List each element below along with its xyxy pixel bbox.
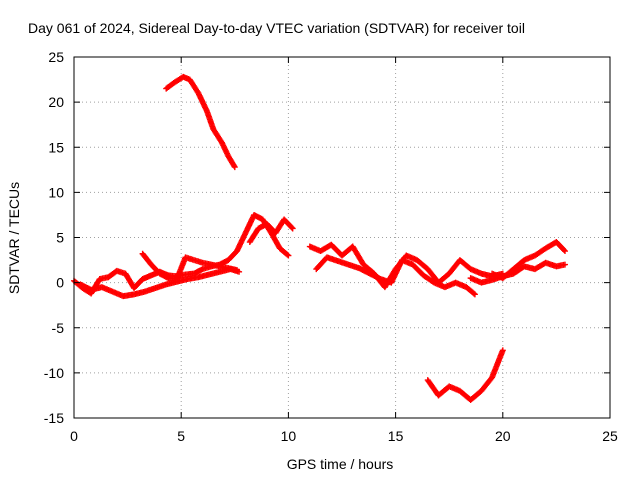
- series-track-h: [424, 347, 506, 403]
- y-tick-label: 5: [56, 230, 64, 246]
- series-track-e: [163, 73, 238, 171]
- series-track-c: [139, 250, 240, 283]
- series-track-j: [467, 259, 568, 286]
- y-tick-label: -5: [52, 320, 65, 336]
- series-track-a: [71, 211, 292, 297]
- x-axis-label: GPS time / hours: [286, 456, 394, 472]
- data-point: [289, 225, 296, 232]
- data-point: [499, 347, 506, 354]
- data-point: [233, 266, 240, 273]
- y-tick-label: 10: [48, 184, 64, 200]
- y-tick-label: -10: [44, 365, 64, 381]
- x-tick-label: 10: [281, 428, 297, 444]
- series-track-b: [77, 266, 243, 300]
- data-point: [285, 252, 292, 259]
- grid-lines: [74, 57, 610, 418]
- data-point: [470, 290, 477, 297]
- x-tick-label: 0: [70, 428, 78, 444]
- axis-ticks: 0 5 10 15 20 25 25 20 15 10 5 0 -5 -10 -15: [44, 49, 618, 444]
- chart-title: Day 061 of 2024, Sidereal Day-to-day VTE…: [28, 20, 525, 36]
- y-tick-label: 0: [56, 275, 64, 291]
- y-tick-label: 25: [48, 49, 64, 65]
- data-points: [71, 73, 568, 403]
- data-point: [561, 248, 568, 255]
- series-track-d: [246, 216, 296, 246]
- data-point: [561, 247, 568, 254]
- data-point: [231, 162, 238, 169]
- x-tick-label: 20: [495, 428, 511, 444]
- data-point: [231, 164, 238, 171]
- y-tick-label: 15: [48, 139, 64, 155]
- x-tick-label: 25: [602, 428, 618, 444]
- y-axis-label: SDTVAR / TECUs: [6, 181, 22, 295]
- x-tick-label: 15: [388, 428, 404, 444]
- data-point: [284, 251, 291, 258]
- y-tick-label: 20: [48, 94, 64, 110]
- data-point: [288, 224, 295, 231]
- series-track-g: [313, 254, 478, 298]
- y-tick-label: -15: [44, 410, 64, 426]
- data-point: [471, 291, 478, 298]
- x-tick-label: 5: [177, 428, 185, 444]
- data-point: [561, 261, 568, 268]
